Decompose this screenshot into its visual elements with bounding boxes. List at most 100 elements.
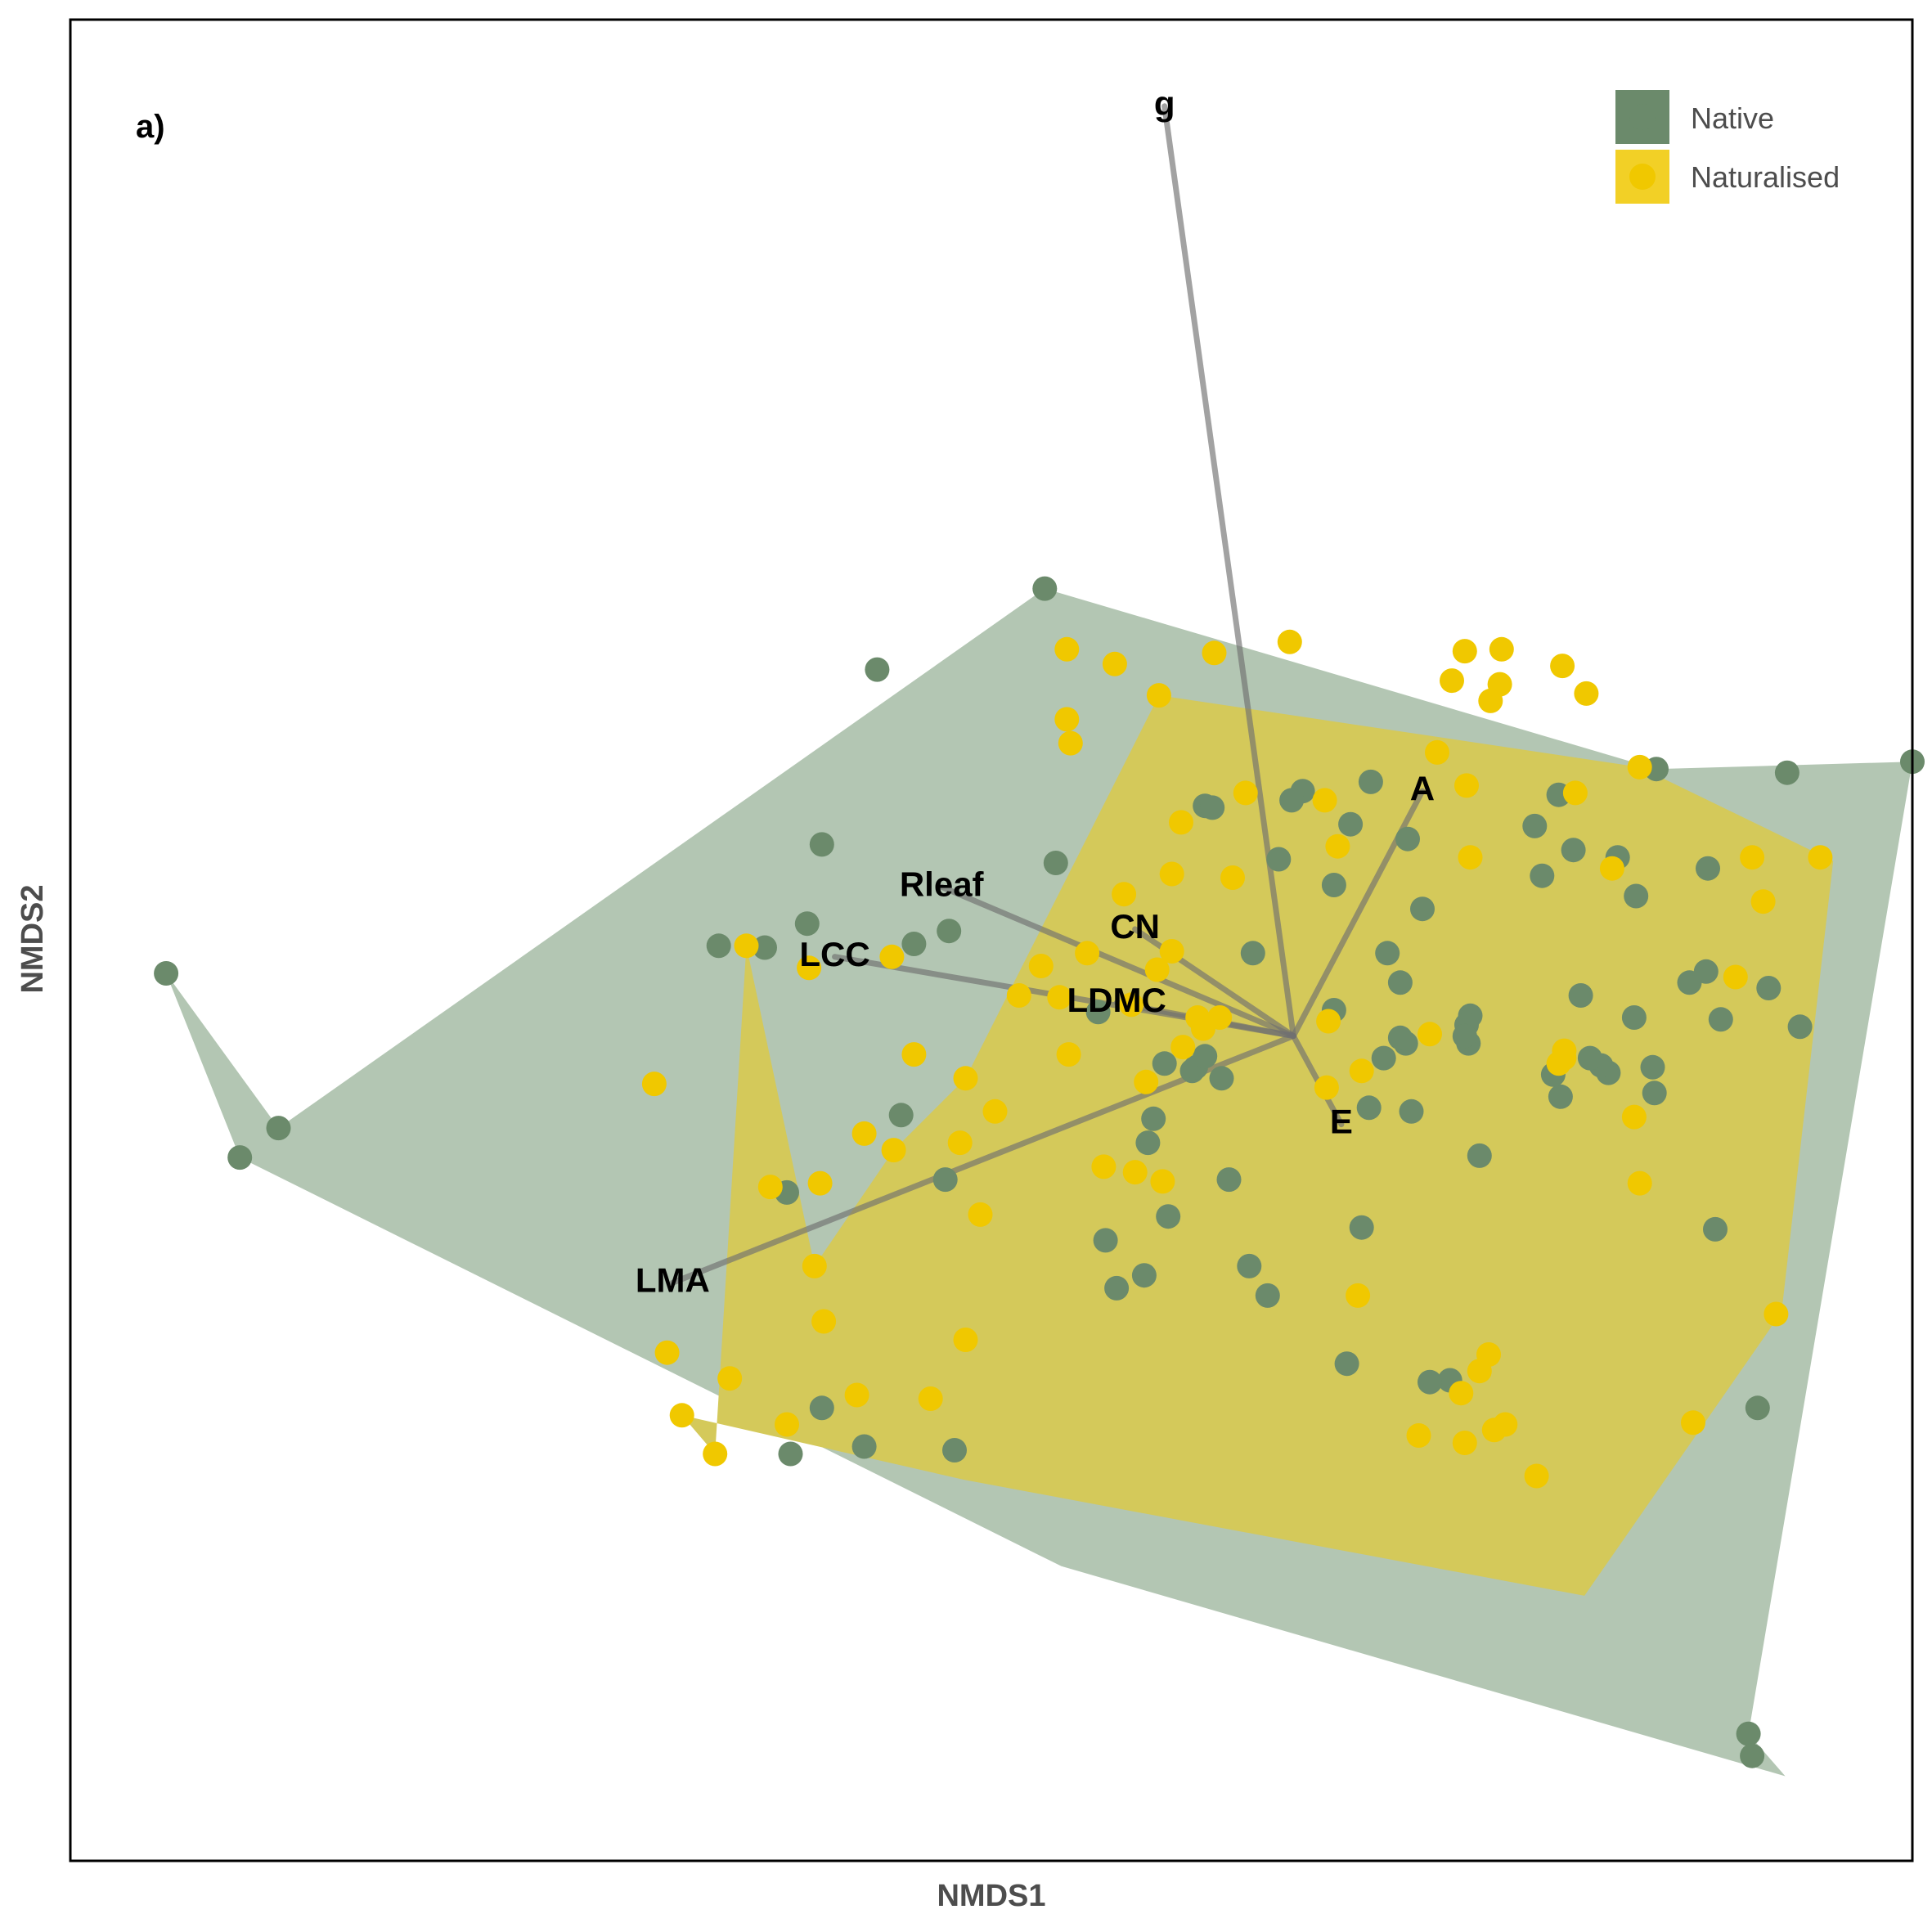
point-naturalised <box>1207 1005 1233 1030</box>
point-native <box>1334 1351 1359 1377</box>
point-native <box>1266 847 1292 872</box>
vector-label-e: E <box>1330 1103 1353 1141</box>
point-native <box>865 657 890 682</box>
plot-panel-border <box>69 18 1914 1862</box>
point-native <box>1399 1099 1424 1124</box>
point-native <box>937 919 962 944</box>
point-native <box>1375 941 1400 966</box>
point-native <box>1677 970 1702 995</box>
point-naturalised <box>1122 1160 1148 1185</box>
point-native <box>227 1145 253 1170</box>
vector-label-g: g <box>1154 84 1175 123</box>
point-naturalised <box>797 955 822 981</box>
point-native <box>1131 1263 1157 1288</box>
vector-rleaf <box>938 883 1296 1040</box>
point-naturalised <box>1144 957 1170 982</box>
point-native <box>1156 1204 1181 1229</box>
point-naturalised <box>982 1099 1008 1124</box>
point-naturalised <box>1058 730 1083 756</box>
point-naturalised <box>1349 1058 1374 1084</box>
point-naturalised <box>1440 668 1464 694</box>
point-naturalised <box>1550 654 1575 679</box>
point-naturalised <box>968 1202 993 1227</box>
legend-point-naturalised <box>1629 164 1656 190</box>
legend-label-naturalised: Naturalised <box>1691 160 1840 194</box>
point-naturalised <box>757 1175 783 1200</box>
point-native <box>932 1167 958 1193</box>
point-native <box>266 1116 291 1141</box>
point-naturalised <box>1425 739 1449 765</box>
point-naturalised <box>881 1138 906 1163</box>
point-native <box>1237 1253 1262 1278</box>
vector-g <box>1161 103 1296 1040</box>
point-naturalised <box>734 933 759 959</box>
point-native <box>1745 1395 1770 1421</box>
point-native <box>901 932 927 956</box>
point-naturalised <box>1112 882 1137 907</box>
point-native <box>1387 970 1413 995</box>
vector-label-layer: g A Rleaf CN LCC LDMC E LMA <box>636 84 1435 1299</box>
point-native <box>809 1395 834 1421</box>
point-naturalised <box>1075 941 1100 966</box>
point-naturalised <box>1056 1042 1081 1067</box>
point-naturalised <box>641 1072 667 1097</box>
point-native <box>1349 1215 1374 1240</box>
point-native <box>1200 795 1225 820</box>
point-naturalised <box>1449 1381 1474 1406</box>
point-naturalised <box>1627 754 1652 780</box>
point-naturalised <box>1312 788 1337 813</box>
point-naturalised <box>1562 780 1588 806</box>
point-native <box>1756 976 1781 1000</box>
panel-label: a) <box>136 109 165 145</box>
point-native <box>1371 1045 1396 1071</box>
point-native <box>1093 1228 1118 1253</box>
point-native <box>1338 811 1364 837</box>
point-naturalised <box>851 1121 877 1146</box>
point-naturalised <box>1546 1051 1571 1076</box>
point-native <box>1703 1216 1728 1242</box>
point-naturalised <box>1452 639 1477 664</box>
point-naturalised <box>953 1066 978 1091</box>
point-naturalised <box>1159 939 1184 964</box>
point-naturalised <box>1325 833 1350 859</box>
point-native <box>1548 1084 1573 1109</box>
point-native <box>154 961 179 986</box>
point-naturalised <box>1150 1169 1175 1194</box>
point-native <box>1452 1023 1477 1049</box>
point-naturalised <box>1723 964 1748 990</box>
point-naturalised <box>1740 845 1765 870</box>
point-naturalised <box>918 1386 943 1411</box>
point-native <box>1708 1007 1733 1032</box>
legend-label-native: Native <box>1691 101 1774 135</box>
point-naturalised <box>1346 1283 1371 1308</box>
point-naturalised <box>717 1366 743 1391</box>
point-native <box>1356 1095 1382 1121</box>
vector-label-cn: CN <box>1110 907 1160 946</box>
vector-label-a: A <box>1410 769 1435 807</box>
point-native <box>1387 1025 1413 1050</box>
point-naturalised <box>901 1042 927 1067</box>
point-native <box>1279 788 1305 813</box>
point-native <box>1216 1167 1242 1193</box>
vector-label-rleaf: Rleaf <box>900 865 985 903</box>
legend: Native Naturalised <box>1615 90 1840 204</box>
point-native <box>1321 873 1346 897</box>
point-naturalised <box>1146 683 1171 708</box>
point-naturalised <box>1159 861 1184 887</box>
point-naturalised <box>1091 1154 1117 1179</box>
point-native <box>1141 1106 1166 1131</box>
point-native <box>888 1103 914 1128</box>
point-naturalised <box>1102 651 1127 676</box>
point-naturalised <box>1750 889 1776 914</box>
point-naturalised <box>844 1382 869 1408</box>
point-native <box>1104 1275 1130 1301</box>
point-naturalised <box>1574 681 1599 706</box>
point-native <box>942 1438 967 1462</box>
point-native <box>1736 1721 1761 1746</box>
point-layer <box>154 576 1925 1768</box>
point-naturalised <box>1170 1035 1196 1060</box>
point-naturalised <box>1406 1423 1431 1448</box>
point-naturalised <box>1202 640 1227 666</box>
point-naturalised <box>1467 1359 1492 1384</box>
